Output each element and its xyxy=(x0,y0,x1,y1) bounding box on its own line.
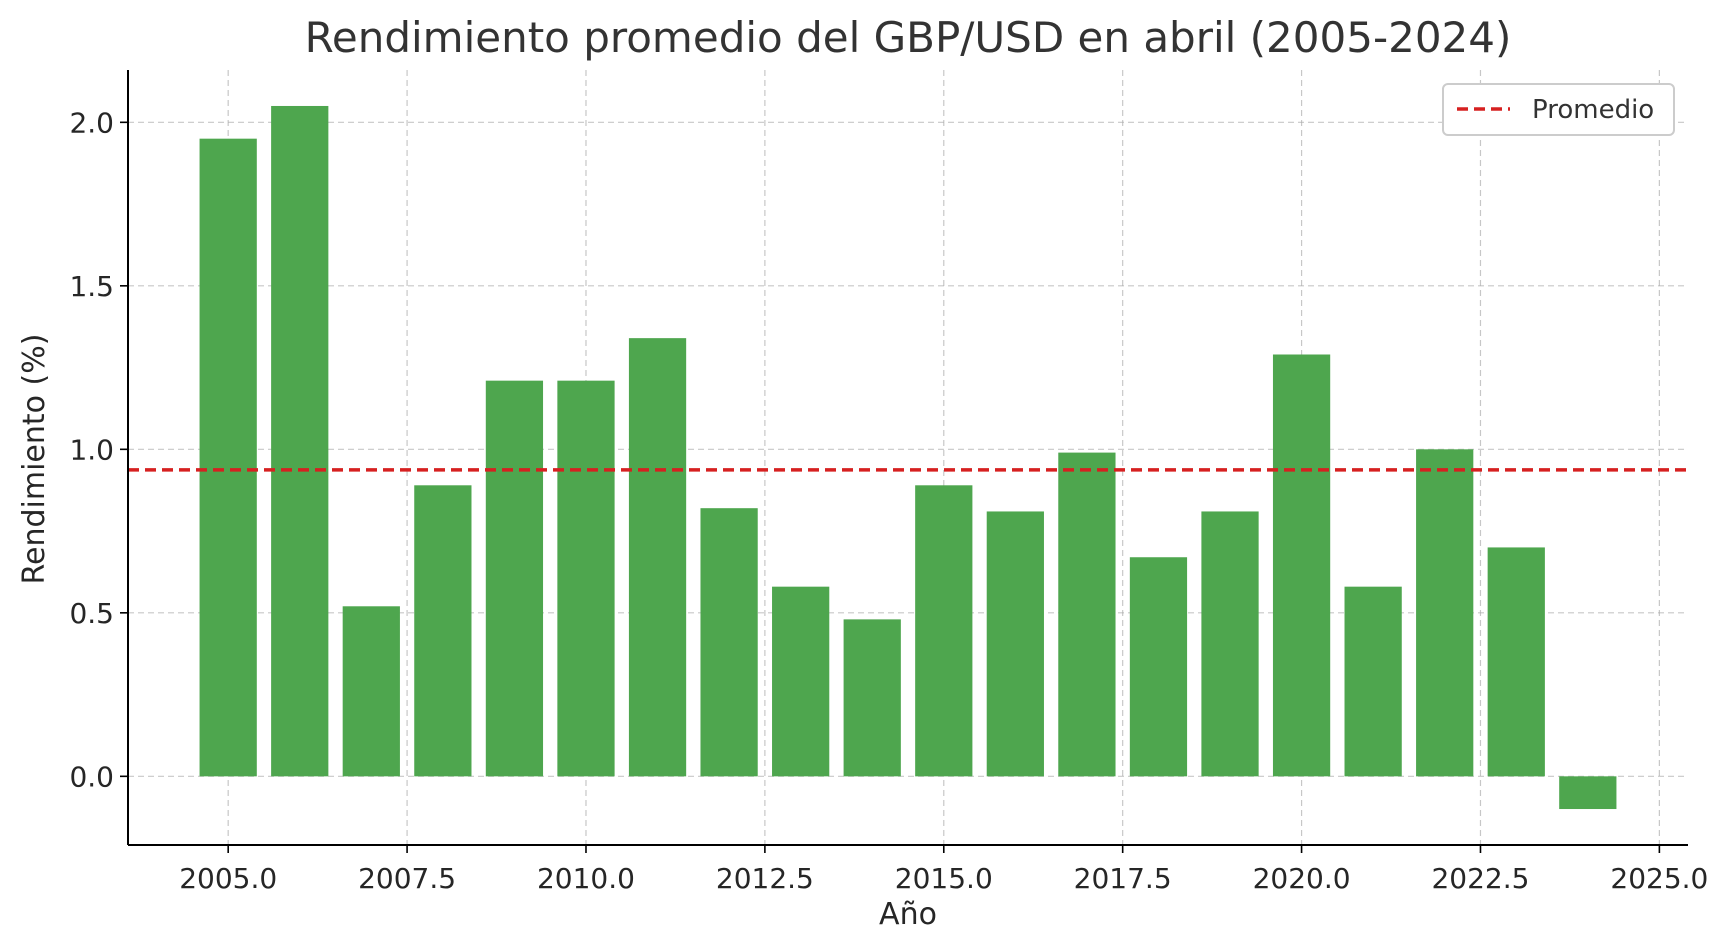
bar-2011 xyxy=(628,338,687,777)
bar-2018 xyxy=(1129,557,1188,777)
bar-2008 xyxy=(414,485,472,777)
bar-2015 xyxy=(915,485,973,777)
bar-2021 xyxy=(1344,586,1402,777)
y-tick-label: 0.5 xyxy=(69,597,114,630)
x-tick-label: 2017.5 xyxy=(1074,862,1172,895)
bar-2014 xyxy=(843,619,901,777)
y-tick-label: 0.0 xyxy=(69,760,114,793)
bar-2007 xyxy=(342,606,400,777)
legend-average-label: Promedio xyxy=(1532,95,1654,125)
bar-2023 xyxy=(1487,547,1545,777)
y-tick-label: 2.0 xyxy=(69,106,114,139)
y-tick-label: 1.0 xyxy=(69,433,114,466)
y-axis-label: Rendimiento (%) xyxy=(17,334,52,585)
legend: Promedio xyxy=(1442,83,1675,136)
bar-2009 xyxy=(485,380,544,777)
bar-2019 xyxy=(1201,511,1259,777)
bar-2016 xyxy=(986,511,1044,777)
bar-2022 xyxy=(1416,449,1474,777)
x-ticks: 2005.0 2007.5 2010.0 2012.5 2015.0 2017.5 2020… xyxy=(179,845,1708,895)
x-tick-label: 2007.5 xyxy=(358,862,456,895)
bar-2024 xyxy=(1559,776,1617,810)
x-tick-label: 2015.0 xyxy=(895,862,993,895)
x-tick-label: 2010.0 xyxy=(537,862,635,895)
bars xyxy=(199,105,1617,810)
y-ticks: 0.0 0.5 1.0 1.5 2.0 xyxy=(69,106,128,793)
bar-2010 xyxy=(557,380,615,777)
x-tick-label: 2012.5 xyxy=(716,862,814,895)
bar-2020 xyxy=(1272,354,1331,777)
axes xyxy=(127,70,1688,846)
x-tick-label: 2025.0 xyxy=(1610,862,1708,895)
bar-2005 xyxy=(199,138,257,777)
x-tick-label: 2005.0 xyxy=(179,862,277,895)
chart-title: Rendimiento promedio del GBP/USD en abri… xyxy=(305,13,1512,62)
x-tick-label: 2022.5 xyxy=(1431,862,1529,895)
x-axis-label: Año xyxy=(879,897,937,932)
legend-box xyxy=(1442,83,1675,136)
bar-2013 xyxy=(772,586,830,777)
y-tick-label: 1.5 xyxy=(69,270,114,303)
bar-2017 xyxy=(1058,452,1116,777)
bar-2012 xyxy=(700,508,758,777)
x-tick-label: 2020.0 xyxy=(1253,862,1351,895)
bar-2006 xyxy=(271,105,329,777)
